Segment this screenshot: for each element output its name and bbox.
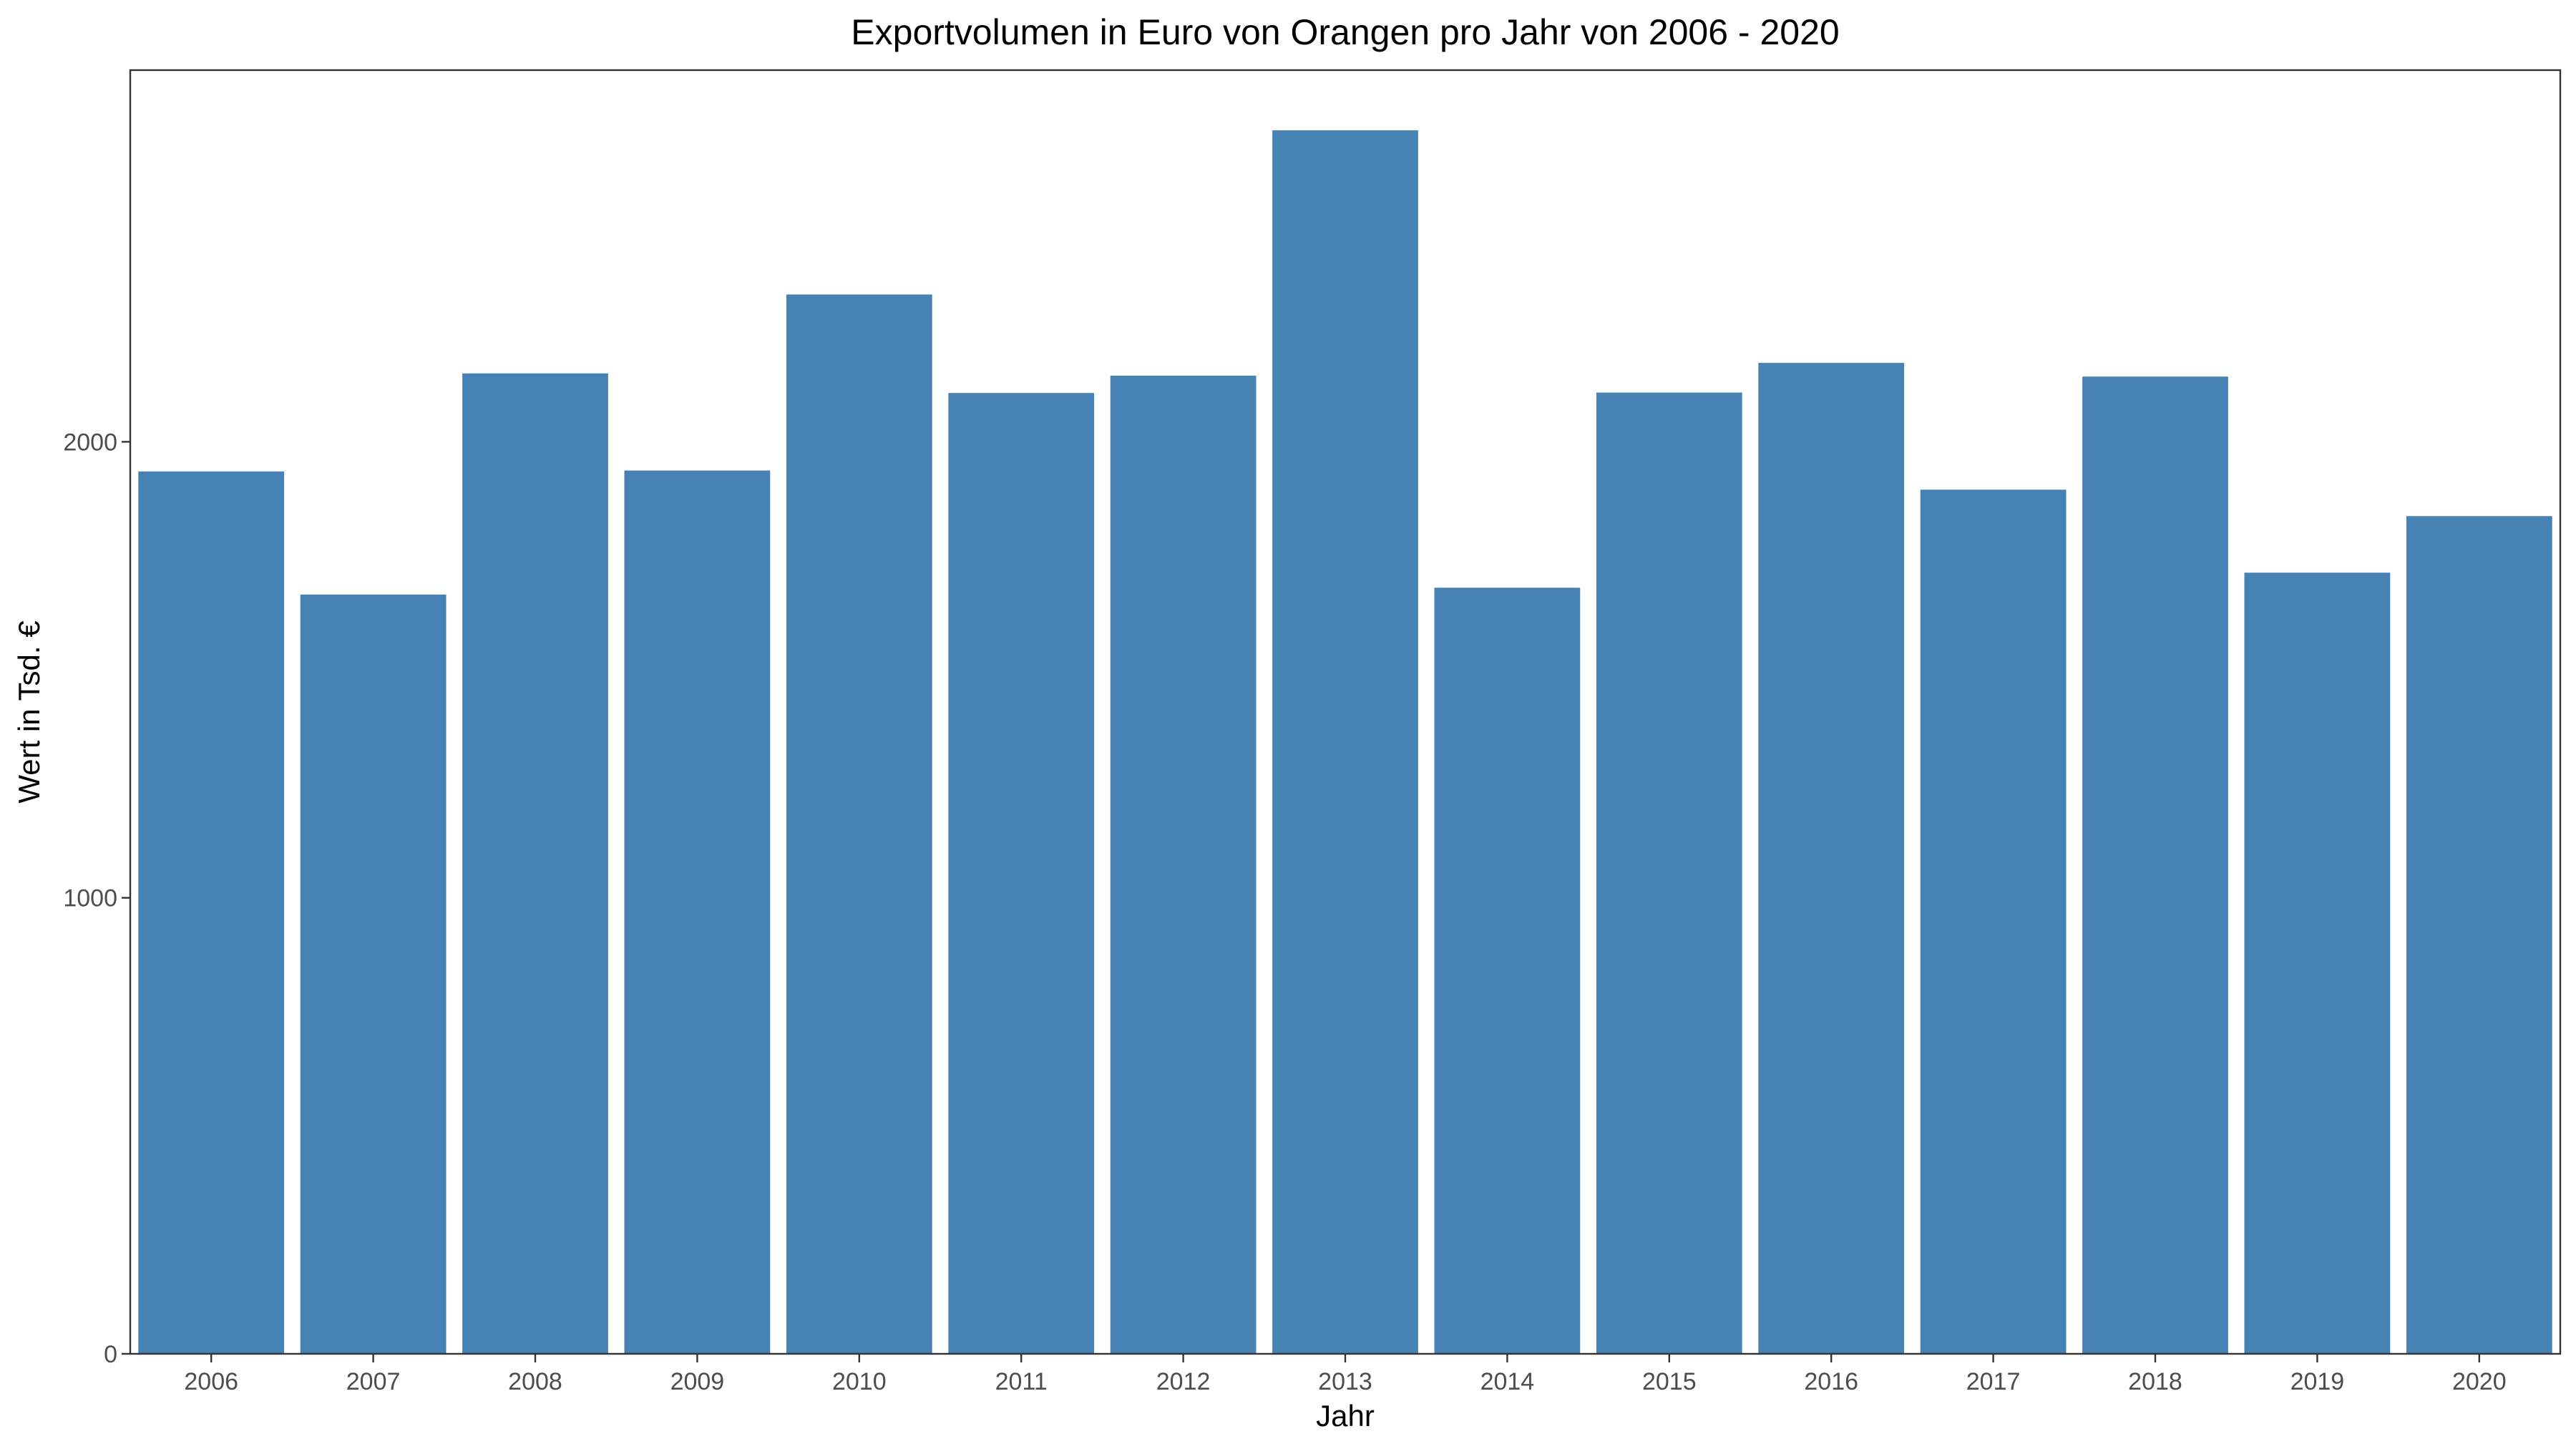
x-tick-label: 2020 [2452, 1368, 2507, 1395]
bar-2018 [2082, 376, 2228, 1354]
x-tick-label: 2015 [1642, 1368, 1697, 1395]
x-tick-label: 2006 [184, 1368, 238, 1395]
bar-2006 [138, 471, 285, 1354]
x-axis-title: Jahr [1316, 1399, 1375, 1433]
bar-2007 [300, 594, 447, 1354]
y-axis-title: Wert in Tsd. € [12, 620, 46, 803]
x-tick-label: 2018 [2128, 1368, 2182, 1395]
x-tick-label: 2009 [670, 1368, 725, 1395]
x-tick-label: 2007 [346, 1368, 401, 1395]
bar-2019 [2244, 572, 2391, 1354]
bar-2010 [786, 294, 932, 1354]
bar-2008 [462, 373, 608, 1354]
bar-2014 [1434, 587, 1581, 1354]
bar-2012 [1110, 375, 1257, 1354]
bar-2020 [2406, 516, 2552, 1354]
x-tick-label: 2014 [1480, 1368, 1535, 1395]
x-tick-label: 2008 [508, 1368, 562, 1395]
x-axis: 2006 2007 2008 2009 2010 2011 2012 2013 2014 2015… [184, 1354, 2507, 1395]
x-tick-label: 2019 [2290, 1368, 2345, 1395]
y-tick-label: 2000 [63, 429, 117, 456]
bar-2015 [1596, 392, 1742, 1354]
bar-2017 [1920, 489, 2067, 1354]
chart-title: Exportvolumen in Euro von Orangen pro Ja… [851, 12, 1839, 52]
bar-2013 [1272, 130, 1418, 1354]
y-tick-label: 0 [104, 1341, 117, 1368]
x-tick-label: 2016 [1804, 1368, 1858, 1395]
bar-2016 [1758, 363, 1905, 1354]
bar-2009 [624, 470, 771, 1354]
x-tick-label: 2011 [995, 1368, 1048, 1395]
x-tick-label: 2013 [1318, 1368, 1372, 1395]
bars-layer [138, 130, 2552, 1355]
x-tick-label: 2010 [832, 1368, 887, 1395]
x-tick-label: 2012 [1156, 1368, 1211, 1395]
bar-2011 [948, 393, 1095, 1355]
y-tick-label: 1000 [63, 885, 117, 912]
plot-panel-border [129, 69, 2562, 1355]
y-axis: 0 1000 2000 [63, 429, 130, 1368]
x-tick-label: 2017 [1966, 1368, 2021, 1395]
